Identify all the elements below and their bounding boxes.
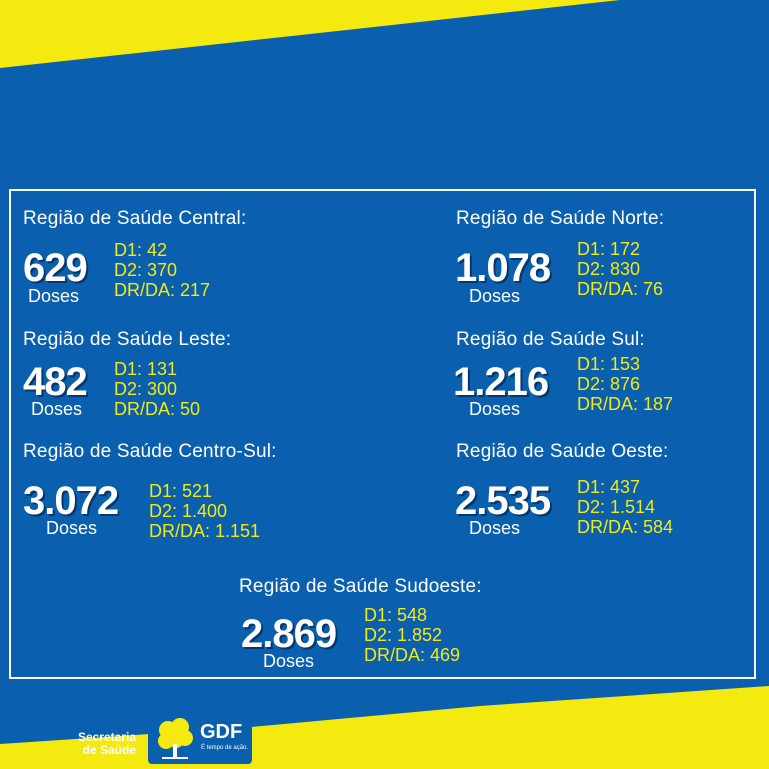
region-total-centro-sul: 3.072 xyxy=(23,479,119,523)
dose-d1: D1: 153 xyxy=(577,354,641,374)
region-title-sul: Região de Saúde Sul: xyxy=(456,329,645,350)
region-doses-leste: D1: 131 D2: 300 DR/DA: 50 xyxy=(114,359,200,419)
region-doses-central: D1: 42 D2: 370 DR/DA: 217 xyxy=(114,240,210,300)
dose-d2: D2: 1.514 xyxy=(577,497,656,517)
region-total-leste: 482 xyxy=(23,360,88,404)
region-unit-sudoeste: Doses xyxy=(263,651,315,671)
region-doses-sudoeste: D1: 548 D2: 1.852 DR/DA: 469 xyxy=(364,605,460,665)
region-doses-norte: D1: 172 D2: 830 DR/DA: 76 xyxy=(577,239,663,299)
dose-d1: D1: 548 xyxy=(364,605,428,625)
region-doses-oeste: D1: 437 D2: 1.514 DR/DA: 584 xyxy=(577,477,673,537)
dose-drda: DR/DA: 50 xyxy=(114,399,201,419)
secretaria-line2: de Saúde xyxy=(82,743,136,757)
dose-d1: D1: 521 xyxy=(149,481,213,501)
region-title-oeste: Região de Saúde Oeste: xyxy=(456,441,669,462)
dose-drda: DR/DA: 1.151 xyxy=(149,521,261,541)
region-total-sul: 1.216 xyxy=(453,360,549,404)
dose-drda: DR/DA: 217 xyxy=(114,280,211,300)
dose-d2: D2: 1.852 xyxy=(364,625,443,645)
region-title-centro-sul: Região de Saúde Centro-Sul: xyxy=(23,441,277,462)
gdf-slogan: É tempo de ação. xyxy=(201,745,249,751)
dose-drda: DR/DA: 469 xyxy=(364,645,461,665)
region-title-norte: Região de Saúde Norte: xyxy=(456,208,665,229)
region-doses-sul: D1: 153 D2: 876 DR/DA: 187 xyxy=(577,354,673,414)
secretaria-line1: Secretaria xyxy=(77,730,136,744)
regions-panel xyxy=(9,189,756,679)
secretaria-saude-logo: Secretaria de Saúde xyxy=(64,731,136,757)
footer-logos: Secretaria de Saúde GDF É tempo de ação. xyxy=(60,712,260,764)
region-unit-norte: Doses xyxy=(469,286,521,306)
dose-d1: D1: 42 xyxy=(114,240,168,260)
region-unit-sul: Doses xyxy=(469,399,521,419)
dose-d2: D2: 830 xyxy=(577,259,641,279)
region-unit-central: Doses xyxy=(28,286,80,306)
ipe-tree-icon xyxy=(158,718,193,759)
gdf-logo-text: GDF xyxy=(200,721,243,743)
region-unit-leste: Doses xyxy=(31,399,83,419)
region-total-norte: 1.078 xyxy=(455,246,551,290)
top-yellow-stripe xyxy=(0,0,620,68)
dose-d2: D2: 876 xyxy=(577,374,641,394)
region-unit-oeste: Doses xyxy=(469,518,521,538)
dose-d1: D1: 131 xyxy=(114,359,178,379)
dose-d1: D1: 437 xyxy=(577,477,641,497)
region-title-central: Região de Saúde Central: xyxy=(23,208,247,229)
dose-drda: DR/DA: 187 xyxy=(577,394,674,414)
dose-d2: D2: 300 xyxy=(114,379,178,399)
region-title-sudoeste: Região de Saúde Sudoeste: xyxy=(239,576,482,597)
region-unit-centro-sul: Doses xyxy=(46,518,98,538)
region-doses-centro-sul: D1: 521 D2: 1.400 DR/DA: 1.151 xyxy=(149,481,260,541)
region-total-oeste: 2.535 xyxy=(455,479,551,523)
dose-d1: D1: 172 xyxy=(577,239,641,259)
region-total-central: 629 xyxy=(23,246,88,290)
dose-drda: DR/DA: 584 xyxy=(577,517,674,537)
region-title-leste: Região de Saúde Leste: xyxy=(23,329,232,350)
dose-d2: D2: 370 xyxy=(114,260,178,280)
region-total-sudoeste: 2.869 xyxy=(241,612,337,656)
dose-drda: DR/DA: 76 xyxy=(577,279,664,299)
dose-d2: D2: 1.400 xyxy=(149,501,228,521)
